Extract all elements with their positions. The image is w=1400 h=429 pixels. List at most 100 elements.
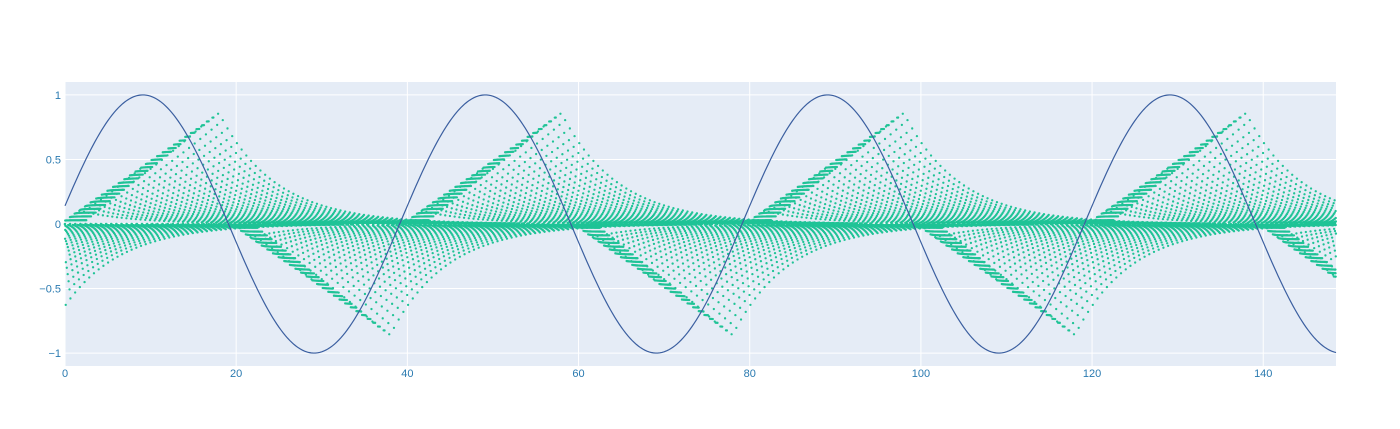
marker-point <box>212 165 215 168</box>
marker-point <box>395 296 398 299</box>
marker-point <box>407 266 411 269</box>
marker-point <box>367 278 370 281</box>
marker-point <box>381 241 385 245</box>
marker-point <box>70 241 73 244</box>
marker-point <box>402 310 405 314</box>
marker-point <box>182 151 185 154</box>
marker-point <box>315 273 318 276</box>
marker-point <box>357 279 360 283</box>
marker-point <box>472 223 475 226</box>
marker-point <box>154 203 157 207</box>
marker-point <box>89 251 92 255</box>
marker-point <box>247 203 250 206</box>
marker-point <box>107 243 111 247</box>
marker-point <box>154 172 157 175</box>
marker-point <box>393 278 397 282</box>
marker-point <box>558 123 561 127</box>
marker-point <box>197 194 200 197</box>
marker-point <box>368 251 371 254</box>
marker-point <box>272 231 276 234</box>
marker-point <box>658 202 661 205</box>
marker-point <box>394 252 398 255</box>
marker-point <box>343 296 346 299</box>
marker-point <box>260 244 263 247</box>
marker-point <box>73 283 76 286</box>
marker-point <box>652 203 655 206</box>
marker-point <box>109 250 113 253</box>
marker-point <box>338 298 341 301</box>
marker-point <box>129 245 132 248</box>
marker-point <box>575 168 578 171</box>
marker-point <box>92 212 95 215</box>
marker-point <box>67 234 71 237</box>
marker-point <box>277 256 280 259</box>
marker-point <box>360 313 364 317</box>
marker-point <box>332 248 335 251</box>
marker-point <box>181 220 185 223</box>
marker-point <box>438 257 441 261</box>
marker-point <box>296 194 300 198</box>
marker-point <box>63 237 67 240</box>
marker-point <box>470 240 473 243</box>
marker-point <box>64 219 67 222</box>
marker-point <box>266 248 269 251</box>
marker-point <box>109 235 113 239</box>
marker-point <box>343 253 346 257</box>
marker-point <box>180 200 183 204</box>
marker-point <box>102 210 105 213</box>
marker-point <box>75 260 78 263</box>
marker-point <box>250 192 253 196</box>
marker-point <box>230 223 233 226</box>
marker-point <box>341 277 344 280</box>
marker-point <box>157 189 160 192</box>
marker-point <box>325 205 328 208</box>
marker-point <box>617 196 621 200</box>
marker-point <box>220 131 224 135</box>
marker-point <box>334 208 337 211</box>
marker-point <box>94 235 97 238</box>
marker-point <box>384 235 387 238</box>
marker-point <box>352 284 355 288</box>
marker-point <box>619 188 622 192</box>
marker-point <box>300 241 303 244</box>
marker-point <box>462 249 465 252</box>
marker-point <box>151 192 154 195</box>
marker-point <box>443 259 446 262</box>
marker-point <box>552 128 556 131</box>
marker-point <box>167 210 170 213</box>
marker-point <box>542 125 545 128</box>
marker-point <box>327 231 330 235</box>
marker-point <box>155 163 158 166</box>
marker-point <box>320 204 323 207</box>
marker-point <box>407 240 410 243</box>
marker-point <box>89 201 92 204</box>
marker-point <box>282 205 286 209</box>
marker-point <box>70 263 73 266</box>
marker-point <box>270 194 273 197</box>
marker-point <box>455 245 459 248</box>
marker-point <box>471 245 475 248</box>
marker-point <box>364 234 367 238</box>
marker-point <box>100 255 103 258</box>
marker-point <box>249 211 252 214</box>
marker-point <box>445 245 448 248</box>
marker-point <box>318 233 321 236</box>
marker-point <box>378 250 382 254</box>
marker-point <box>424 273 428 277</box>
marker-point <box>255 191 258 194</box>
marker-point <box>189 131 193 135</box>
marker-point <box>240 187 243 190</box>
marker-point <box>339 262 342 265</box>
marker-point <box>210 179 213 182</box>
marker-point <box>359 310 363 313</box>
marker-point <box>199 206 202 210</box>
marker-point <box>297 231 300 234</box>
marker-point <box>190 223 193 226</box>
marker-point <box>95 239 99 242</box>
marker-point <box>415 251 418 254</box>
marker-point <box>449 241 452 244</box>
marker-point <box>243 198 246 201</box>
marker-point <box>204 208 207 211</box>
marker-point <box>65 266 68 269</box>
marker-point <box>241 204 244 207</box>
